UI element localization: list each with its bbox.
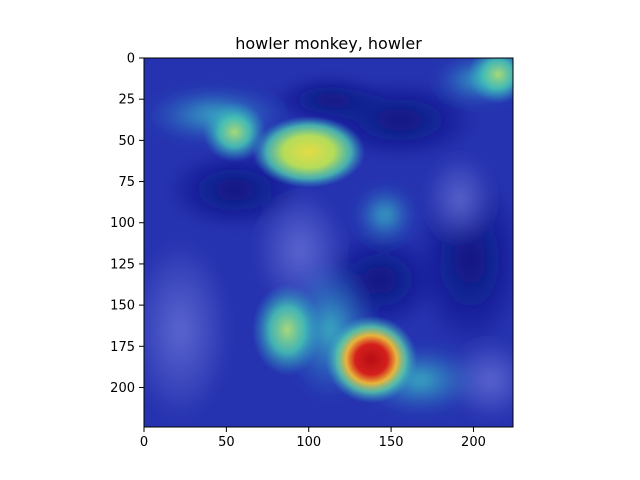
y-axis: 0 25 50 75 100 125 150 175 200	[110, 52, 144, 396]
hotspot	[252, 284, 323, 376]
light-region	[144, 240, 230, 420]
x-tick-label: 50	[218, 435, 235, 450]
y-tick-label: 50	[118, 134, 135, 149]
dark-region	[270, 75, 390, 125]
y-tick-label: 175	[110, 340, 135, 355]
y-tick-label: 0	[127, 52, 135, 67]
hotspot	[467, 58, 513, 104]
y-tick-label: 150	[110, 299, 135, 314]
hotspot	[325, 315, 418, 404]
hotspot-layer	[203, 58, 513, 404]
x-tick-label: 0	[140, 435, 148, 450]
x-tick-label: 150	[379, 435, 404, 450]
heatmap-image	[144, 58, 513, 427]
y-tick-label: 25	[118, 93, 135, 108]
x-tick-label: 200	[461, 435, 486, 450]
hotspot	[203, 102, 267, 163]
y-tick-label: 200	[110, 381, 135, 396]
chart-title: howler monkey, howler	[235, 34, 422, 53]
light-region	[425, 155, 495, 245]
x-axis: 0 50 100 150 200	[140, 427, 486, 450]
hotspot	[252, 116, 366, 188]
y-tick-label: 75	[118, 175, 135, 190]
y-tick-label: 125	[110, 257, 135, 272]
axes-frame	[143, 57, 514, 428]
y-tick-label: 100	[110, 216, 135, 231]
x-tick-label: 100	[296, 435, 321, 450]
cyan-region	[355, 185, 415, 245]
